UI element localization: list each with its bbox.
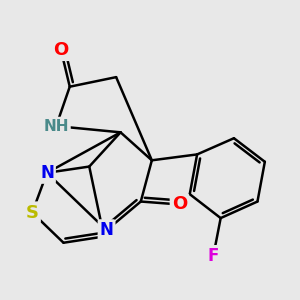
Text: O: O [53,41,69,59]
Text: O: O [172,196,187,214]
Text: F: F [208,247,219,265]
Text: NH: NH [44,118,69,134]
Text: N: N [40,164,54,182]
Text: S: S [26,204,39,222]
Text: N: N [100,221,113,239]
